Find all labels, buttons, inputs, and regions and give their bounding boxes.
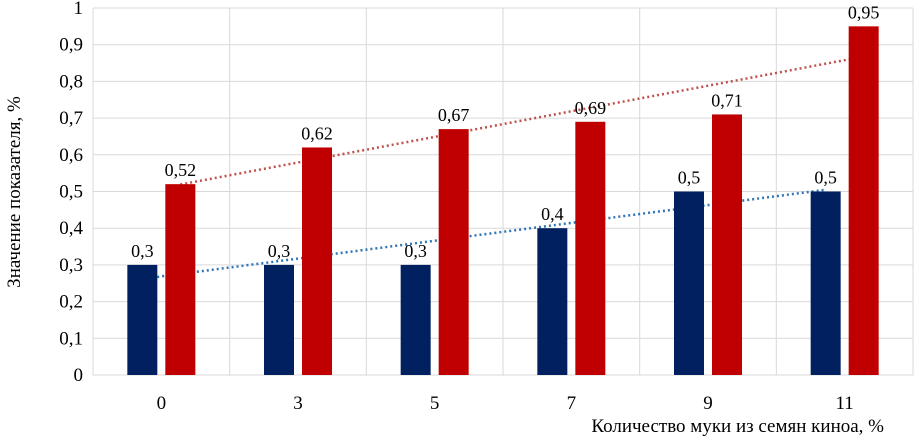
- y-tick-label: 0,5: [59, 182, 83, 203]
- data-label: 0,52: [165, 160, 197, 180]
- x-tick-labels: 0 3 5 7 9 11: [157, 393, 854, 414]
- bar-series-1: [127, 264, 158, 375]
- y-tick-label: 0,1: [59, 328, 83, 349]
- data-label: 0,3: [131, 241, 154, 261]
- bar-series-1: [537, 228, 568, 375]
- data-label: 0,5: [678, 168, 701, 188]
- bar-series-2: [848, 26, 879, 375]
- data-label: 0,62: [301, 123, 333, 143]
- y-tick-label: 0: [74, 365, 84, 386]
- y-axis-label: Значение показателя, %: [4, 96, 25, 288]
- data-label: 0,3: [268, 241, 291, 261]
- bars: [127, 26, 879, 376]
- bar-series-2: [438, 129, 469, 375]
- bar-series-2: [575, 121, 606, 376]
- bar-series-1: [264, 264, 294, 375]
- x-axis-label: Количество муки из семян киноа, %: [591, 416, 884, 437]
- bar-series-1: [810, 191, 841, 375]
- y-tick-label: 0,3: [59, 255, 83, 276]
- y-tick-label: 0,2: [59, 292, 83, 313]
- y-tick-labels: 0 0,1 0,2 0,3 0,4 0,5 0,6 0,7 0,8 0,9 1: [59, 0, 83, 386]
- bar-series-2: [165, 184, 196, 375]
- data-label: 0,4: [541, 204, 564, 224]
- x-tick-label: 9: [703, 393, 713, 414]
- bar-series-2: [302, 147, 332, 375]
- data-label: 0,95: [848, 2, 880, 22]
- x-tick-label: 11: [836, 393, 854, 414]
- x-tick-label: 3: [293, 393, 303, 414]
- data-label: 0,3: [404, 241, 427, 261]
- data-label: 0,71: [711, 90, 743, 110]
- bar-series-2: [712, 114, 742, 376]
- x-tick-label: 7: [567, 393, 577, 414]
- y-tick-label: 0,8: [59, 71, 83, 92]
- trendline-series-2: [180, 55, 864, 186]
- data-label: 0,67: [438, 105, 470, 125]
- data-label: 0,69: [575, 98, 607, 118]
- y-tick-label: 1: [74, 0, 84, 19]
- grid-lines: [92, 7, 914, 376]
- data-labels: 0,3 0,3 0,3 0,4 0,5 0,5 0,52 0,62 0,67 0,69 0,71 0,…: [131, 2, 879, 261]
- y-tick-label: 0,6: [59, 145, 83, 166]
- data-label: 0,5: [814, 168, 837, 188]
- bar-series-1: [674, 191, 704, 375]
- y-tick-label: 0,7: [59, 108, 83, 129]
- x-tick-label: 5: [430, 393, 440, 414]
- trendlines: [142, 55, 864, 281]
- x-tick-label: 0: [157, 393, 167, 414]
- y-tick-label: 0,9: [59, 35, 83, 56]
- y-tick-label: 0,4: [59, 218, 83, 239]
- bar-series-1: [400, 264, 431, 375]
